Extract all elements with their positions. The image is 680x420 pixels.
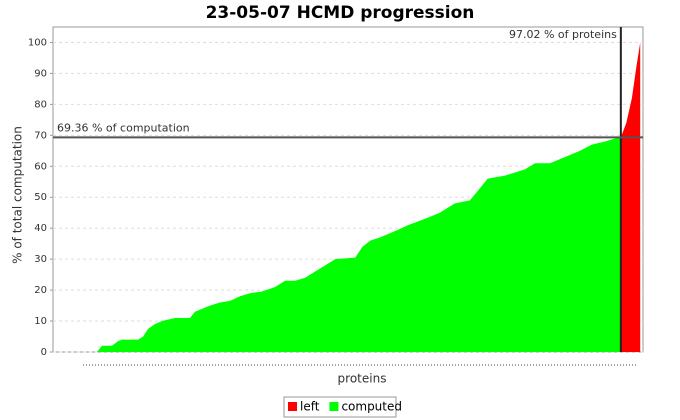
y-tick-label: 70 — [34, 130, 47, 141]
legend-label: computed — [341, 400, 402, 414]
plot-layer: 0 10 20 30 40 50 60 70 80 90 100 97.02 % of protein… — [28, 27, 643, 358]
y-tick-label: 100 — [28, 37, 47, 48]
legend-swatch — [329, 402, 339, 411]
legend — [283, 396, 397, 418]
y-tick-label: 0 — [41, 347, 47, 358]
chart-title: 23-05-07 HCMD progression — [206, 3, 475, 23]
y-tick-label: 10 — [34, 316, 47, 327]
y-tick-label: 50 — [34, 192, 47, 203]
y-axis-label: % of total computation — [11, 126, 25, 264]
y-tick-label: 30 — [34, 254, 47, 265]
y-tick-label: 90 — [34, 68, 47, 79]
y-tick-label: 20 — [34, 285, 47, 296]
marker-label: 97.02 % of proteins — [509, 28, 617, 41]
y-tick-label: 40 — [34, 223, 47, 234]
marker-label: 69.36 % of computation — [57, 121, 190, 134]
legend-label: left — [300, 400, 320, 414]
y-tick-label: 60 — [34, 161, 47, 172]
area — [96, 137, 621, 352]
area — [620, 42, 641, 352]
x-axis-label: proteins — [338, 372, 387, 386]
legend-swatch — [288, 402, 297, 411]
y-tick-label: 80 — [34, 99, 47, 110]
